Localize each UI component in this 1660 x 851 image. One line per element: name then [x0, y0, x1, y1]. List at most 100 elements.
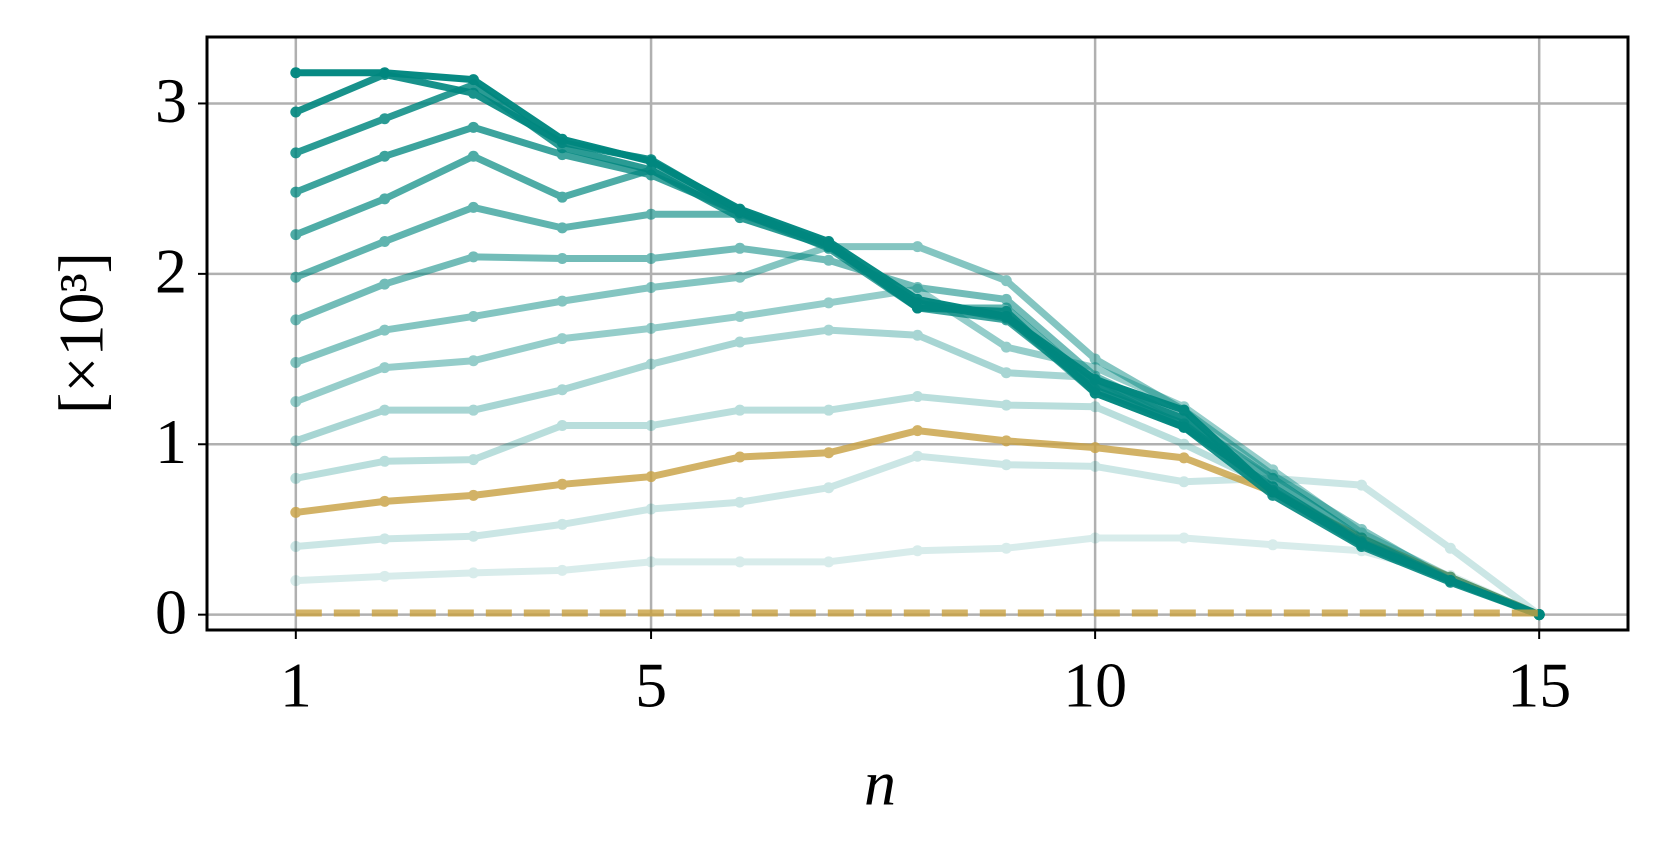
point: [556, 295, 568, 307]
point: [290, 67, 302, 79]
point: [823, 556, 835, 568]
point: [556, 222, 568, 234]
x-tick-label: 10: [1063, 650, 1127, 721]
point: [467, 567, 479, 579]
point: [1089, 460, 1101, 472]
point: [823, 447, 835, 459]
point: [734, 271, 746, 283]
point: [379, 455, 391, 467]
point: [467, 454, 479, 466]
point: [290, 314, 302, 326]
point: [734, 451, 746, 463]
point: [1089, 353, 1101, 365]
point: [379, 150, 391, 162]
point: [1000, 310, 1012, 322]
point: [645, 503, 657, 515]
point: [556, 333, 568, 345]
point: [379, 113, 391, 125]
point: [912, 545, 923, 557]
point: [1089, 401, 1101, 413]
point: [1178, 476, 1190, 488]
point: [823, 297, 835, 309]
point: [290, 186, 302, 198]
point: [1444, 575, 1456, 587]
point: [379, 235, 391, 247]
point: [734, 336, 746, 348]
point: [1089, 532, 1101, 544]
series: [290, 67, 1545, 621]
point: [1089, 442, 1101, 454]
point: [556, 518, 568, 530]
series-line: [295, 452, 1542, 618]
point: [467, 121, 479, 133]
point: [290, 229, 302, 241]
point: [556, 478, 568, 490]
y-tick-label: 0: [155, 576, 187, 647]
plot-frame: [205, 35, 1630, 632]
point: [823, 404, 835, 416]
point: [467, 355, 479, 367]
x-tick-label: 5: [635, 650, 667, 721]
point: [823, 482, 835, 494]
point: [912, 281, 923, 293]
point: [1178, 452, 1190, 464]
y-axis-label: [×10³]: [46, 252, 117, 414]
point: [734, 496, 746, 508]
point: [290, 575, 302, 587]
point: [467, 201, 479, 213]
y-tick-label: 1: [155, 406, 187, 477]
point: [1000, 542, 1012, 554]
point: [1089, 387, 1101, 399]
point: [467, 74, 479, 86]
point: [645, 164, 657, 176]
point: [1000, 341, 1012, 353]
point: [645, 420, 657, 432]
point: [645, 358, 657, 370]
series-line: [295, 534, 1541, 618]
point: [912, 293, 923, 305]
y-tick-label: 3: [155, 65, 187, 136]
point: [1000, 293, 1012, 305]
point: [1178, 421, 1190, 433]
point: [912, 329, 923, 341]
point: [912, 241, 923, 253]
point: [467, 150, 479, 162]
point: [1356, 537, 1368, 549]
point: [1000, 275, 1012, 287]
point: [556, 253, 568, 265]
point: [1000, 399, 1012, 411]
point: [645, 253, 657, 265]
point: [734, 404, 746, 416]
point: [379, 570, 391, 582]
point: [379, 324, 391, 336]
point: [645, 281, 657, 293]
point: [912, 450, 923, 462]
point: [556, 384, 568, 396]
point: [912, 425, 923, 437]
point: [379, 495, 391, 507]
x-tick-label: 15: [1507, 650, 1571, 721]
point: [290, 396, 302, 408]
point: [645, 208, 657, 220]
point: [556, 191, 568, 203]
point: [379, 278, 391, 290]
point: [379, 404, 391, 416]
point: [1267, 539, 1279, 551]
x-axis-label: n: [864, 748, 896, 819]
point: [1444, 542, 1456, 554]
point: [1356, 479, 1368, 491]
point: [290, 506, 302, 518]
point: [379, 533, 391, 545]
point: [1000, 435, 1012, 447]
series: [290, 450, 1545, 621]
point: [1000, 459, 1012, 471]
point: [290, 106, 302, 118]
point: [290, 356, 302, 368]
point: [645, 155, 657, 167]
point: [556, 420, 568, 432]
point: [645, 471, 657, 483]
point: [912, 302, 923, 314]
point: [290, 435, 302, 447]
